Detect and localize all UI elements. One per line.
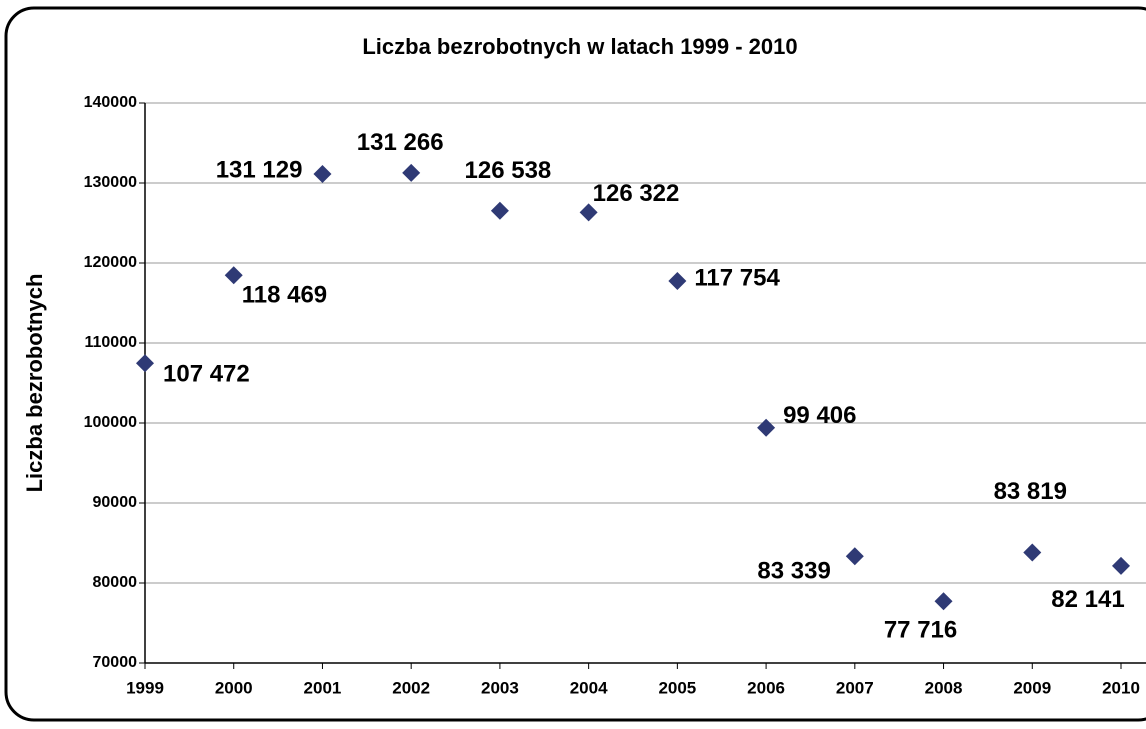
marker	[757, 418, 776, 437]
x-tick-label: 2006	[747, 678, 785, 697]
x-tick-label: 2008	[925, 678, 963, 697]
x-tick-label: 2000	[215, 678, 253, 697]
marker	[136, 354, 154, 373]
marker	[668, 271, 687, 290]
data-label: 77 716	[884, 617, 957, 644]
data-label: 126 538	[465, 157, 552, 184]
x-tick-label: 2003	[481, 678, 519, 697]
x-tick-label: 2010	[1102, 678, 1140, 697]
data-label: 131 129	[216, 156, 303, 183]
x-tick-label: 2007	[836, 678, 874, 697]
y-tick-label: 130000	[84, 174, 137, 191]
x-tick-label: 1999	[126, 678, 164, 697]
data-label: 118 469	[242, 282, 327, 309]
y-tick-label: 110000	[84, 334, 137, 351]
x-tick-label: 2009	[1013, 678, 1051, 697]
marker	[224, 266, 243, 285]
data-label: 126 322	[593, 180, 680, 207]
y-tick-label: 90000	[93, 494, 138, 511]
data-label: 107 472	[163, 361, 250, 388]
marker	[579, 203, 598, 222]
x-tick-label: 2005	[658, 678, 696, 697]
y-tick-label: 120000	[84, 254, 137, 271]
marker	[934, 592, 953, 611]
y-tick-label: 140000	[84, 94, 137, 111]
data-label: 131 266	[357, 129, 444, 156]
y-tick-label: 80000	[93, 574, 138, 591]
marker	[313, 164, 332, 183]
marker	[845, 547, 864, 566]
marker	[402, 163, 421, 182]
data-label: 83 819	[994, 478, 1067, 505]
marker	[1023, 543, 1042, 562]
x-tick-label: 2002	[392, 678, 430, 697]
chart-border	[4, 6, 1146, 722]
marker	[490, 201, 509, 220]
x-tick-label: 2004	[570, 678, 608, 697]
chart-title: Liczba bezrobotnych w latach 1999 - 2010	[362, 34, 797, 59]
y-axis-label: Liczba bezrobotnych	[22, 274, 47, 493]
data-label: 99 406	[783, 402, 856, 429]
x-tick-label: 2001	[304, 678, 342, 697]
data-label: 83 339	[757, 558, 830, 585]
data-label: 82 141	[1051, 586, 1124, 613]
y-tick-label: 70000	[93, 654, 138, 671]
data-label: 117 754	[694, 264, 780, 291]
y-tick-label: 100000	[84, 414, 137, 431]
marker	[1112, 556, 1130, 575]
